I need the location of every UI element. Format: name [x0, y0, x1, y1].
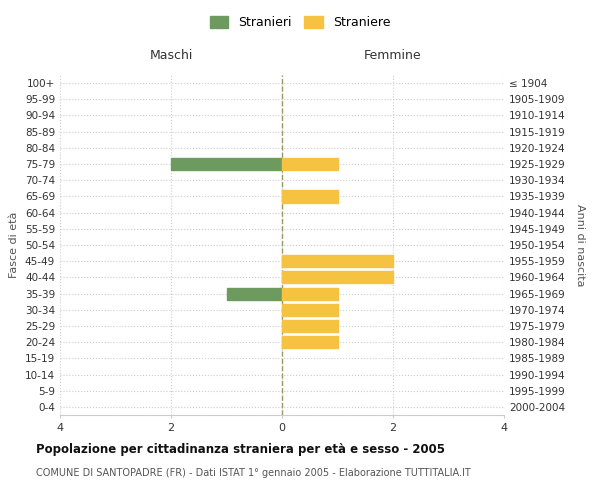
Bar — [282, 336, 337, 348]
Bar — [282, 288, 337, 300]
Text: Maschi: Maschi — [149, 50, 193, 62]
Bar — [282, 304, 337, 316]
Y-axis label: Anni di nascita: Anni di nascita — [575, 204, 585, 286]
Bar — [227, 288, 282, 300]
Bar — [282, 190, 337, 202]
Bar — [282, 272, 393, 283]
Bar — [171, 158, 282, 170]
Y-axis label: Fasce di età: Fasce di età — [10, 212, 19, 278]
Text: Popolazione per cittadinanza straniera per età e sesso - 2005: Popolazione per cittadinanza straniera p… — [36, 442, 445, 456]
Bar — [282, 158, 337, 170]
Text: Femmine: Femmine — [364, 50, 422, 62]
Text: COMUNE DI SANTOPADRE (FR) - Dati ISTAT 1° gennaio 2005 - Elaborazione TUTTITALIA: COMUNE DI SANTOPADRE (FR) - Dati ISTAT 1… — [36, 468, 471, 477]
Bar — [282, 320, 337, 332]
Bar — [282, 255, 393, 268]
Legend: Stranieri, Straniere: Stranieri, Straniere — [205, 11, 395, 34]
